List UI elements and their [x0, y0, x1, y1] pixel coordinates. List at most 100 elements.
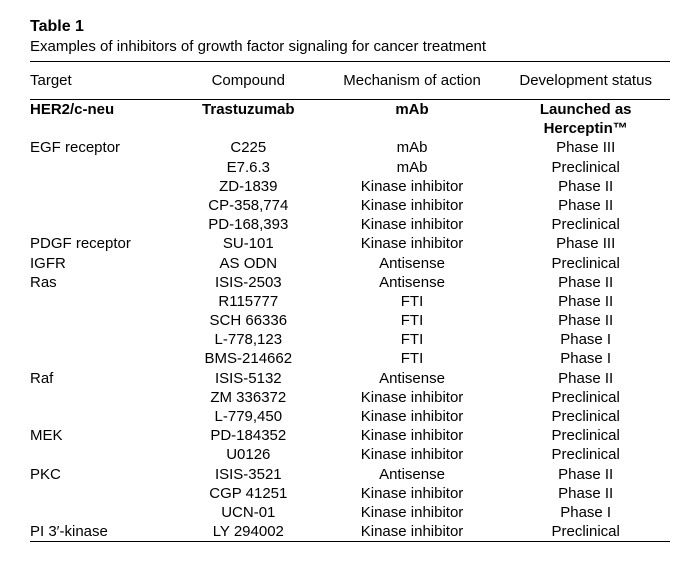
cell-status: Preclinical	[501, 522, 670, 541]
cell-mechanism: mAb	[323, 158, 502, 177]
table-row: CP-358,774Kinase inhibitorPhase II	[30, 196, 670, 215]
cell-compound: CGP 41251	[174, 484, 323, 503]
cell-mechanism: mAb	[323, 100, 502, 138]
cell-compound: BMS-214662	[174, 349, 323, 368]
cell-status: Preclinical	[501, 426, 670, 445]
cell-mechanism: Antisense	[323, 369, 502, 388]
cell-status: Phase II	[501, 177, 670, 196]
cell-compound: SCH 66336	[174, 311, 323, 330]
cell-compound: ZM 336372	[174, 388, 323, 407]
table-row: HER2/c-neuTrastuzumabmAbLaunched as Herc…	[30, 100, 670, 138]
cell-compound: L-779,450	[174, 407, 323, 426]
cell-target	[30, 311, 174, 330]
cell-mechanism: Kinase inhibitor	[323, 388, 502, 407]
cell-compound: ISIS-5132	[174, 369, 323, 388]
cell-status: Phase III	[501, 138, 670, 157]
cell-status: Phase II	[501, 311, 670, 330]
cell-mechanism: Antisense	[323, 273, 502, 292]
cell-target: EGF receptor	[30, 138, 174, 157]
table-row: L-779,450Kinase inhibitorPreclinical	[30, 407, 670, 426]
cell-target: PI 3′-kinase	[30, 522, 174, 541]
cell-compound: L-778,123	[174, 330, 323, 349]
cell-mechanism: Kinase inhibitor	[323, 426, 502, 445]
cell-mechanism: mAb	[323, 138, 502, 157]
cell-status: Phase II	[501, 484, 670, 503]
cell-status: Phase II	[501, 273, 670, 292]
cell-mechanism: Kinase inhibitor	[323, 215, 502, 234]
cell-compound: C225	[174, 138, 323, 157]
cell-status: Preclinical	[501, 407, 670, 426]
cell-mechanism: Kinase inhibitor	[323, 407, 502, 426]
cell-status: Phase II	[501, 465, 670, 484]
cell-target: Ras	[30, 273, 174, 292]
cell-target	[30, 388, 174, 407]
table-row: SCH 66336FTIPhase II	[30, 311, 670, 330]
col-header-compound: Compound	[174, 72, 323, 89]
cell-status: Preclinical	[501, 254, 670, 273]
cell-status: Preclinical	[501, 445, 670, 464]
cell-compound: Trastuzumab	[174, 100, 323, 138]
cell-mechanism: Antisense	[323, 465, 502, 484]
cell-target	[30, 196, 174, 215]
cell-mechanism: Kinase inhibitor	[323, 177, 502, 196]
table-container: Table 1 Examples of inhibitors of growth…	[0, 0, 700, 583]
cell-target: MEK	[30, 426, 174, 445]
col-header-mechanism: Mechanism of action	[323, 72, 502, 89]
table-row: IGFRAS ODNAntisensePreclinical	[30, 254, 670, 273]
cell-mechanism: Kinase inhibitor	[323, 522, 502, 541]
cell-target	[30, 445, 174, 464]
cell-compound: ZD-1839	[174, 177, 323, 196]
cell-compound: U0126	[174, 445, 323, 464]
cell-compound: PD-168,393	[174, 215, 323, 234]
cell-status: Phase I	[501, 330, 670, 349]
cell-compound: LY 294002	[174, 522, 323, 541]
table-row: EGF receptorC225mAbPhase III	[30, 138, 670, 157]
cell-mechanism: Kinase inhibitor	[323, 234, 502, 253]
table-row: BMS-214662FTIPhase I	[30, 349, 670, 368]
cell-target: IGFR	[30, 254, 174, 273]
table-header-row: Target Compound Mechanism of action Deve…	[30, 62, 670, 99]
cell-mechanism: FTI	[323, 292, 502, 311]
table-row: ZM 336372Kinase inhibitorPreclinical	[30, 388, 670, 407]
cell-target	[30, 177, 174, 196]
cell-mechanism: Kinase inhibitor	[323, 503, 502, 522]
cell-compound: R115777	[174, 292, 323, 311]
cell-compound: PD-184352	[174, 426, 323, 445]
table-row: PD-168,393Kinase inhibitorPreclinical	[30, 215, 670, 234]
cell-target	[30, 503, 174, 522]
cell-target	[30, 330, 174, 349]
cell-mechanism: FTI	[323, 330, 502, 349]
cell-status: Phase I	[501, 503, 670, 522]
cell-mechanism: Kinase inhibitor	[323, 484, 502, 503]
cell-target	[30, 215, 174, 234]
cell-compound: ISIS-2503	[174, 273, 323, 292]
table-row: R115777FTIPhase II	[30, 292, 670, 311]
cell-target: PDGF receptor	[30, 234, 174, 253]
cell-mechanism: Kinase inhibitor	[323, 196, 502, 215]
table-row: PI 3′-kinaseLY 294002Kinase inhibitorPre…	[30, 522, 670, 541]
cell-target: PKC	[30, 465, 174, 484]
cell-target: Raf	[30, 369, 174, 388]
cell-target	[30, 292, 174, 311]
cell-mechanism: Kinase inhibitor	[323, 445, 502, 464]
cell-status: Phase I	[501, 349, 670, 368]
cell-target	[30, 349, 174, 368]
cell-status: Launched as Herceptin™	[501, 100, 670, 138]
col-header-status: Development status	[501, 72, 670, 89]
cell-status: Phase II	[501, 369, 670, 388]
cell-compound: ISIS-3521	[174, 465, 323, 484]
cell-compound: SU-101	[174, 234, 323, 253]
table-row: L-778,123FTIPhase I	[30, 330, 670, 349]
cell-status: Preclinical	[501, 215, 670, 234]
table-caption: Examples of inhibitors of growth factor …	[30, 38, 670, 55]
cell-target	[30, 407, 174, 426]
cell-status: Phase II	[501, 292, 670, 311]
cell-mechanism: FTI	[323, 311, 502, 330]
table-row: E7.6.3mAbPreclinical	[30, 158, 670, 177]
table-row: PKCISIS-3521AntisensePhase II	[30, 465, 670, 484]
table-row: RasISIS-2503AntisensePhase II	[30, 273, 670, 292]
cell-target	[30, 158, 174, 177]
cell-mechanism: FTI	[323, 349, 502, 368]
cell-status: Preclinical	[501, 388, 670, 407]
table-body: HER2/c-neuTrastuzumabmAbLaunched as Herc…	[30, 100, 670, 541]
